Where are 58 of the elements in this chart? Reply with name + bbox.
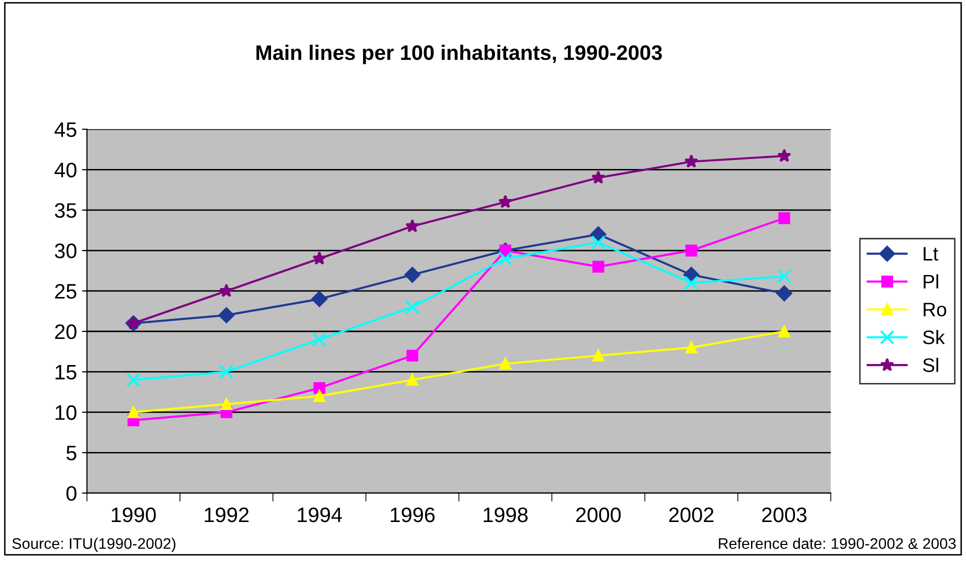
y-tick-label: 5 bbox=[66, 446, 76, 460]
point bbox=[685, 342, 698, 354]
point bbox=[498, 251, 513, 266]
y-tick-label: 10 bbox=[56, 405, 76, 420]
point bbox=[684, 276, 699, 290]
y-tick-label: 30 bbox=[54, 244, 76, 258]
x-tick-label: 1996 bbox=[390, 508, 435, 522]
point bbox=[592, 260, 604, 273]
y-tick-label: 35 bbox=[54, 203, 76, 218]
point bbox=[406, 374, 418, 386]
x-tick-label: 2000 bbox=[576, 508, 621, 522]
point bbox=[405, 300, 420, 314]
point bbox=[776, 285, 792, 302]
point bbox=[405, 218, 420, 232]
legend-label: Ro bbox=[924, 302, 946, 316]
point bbox=[591, 170, 606, 184]
point bbox=[592, 350, 604, 362]
y-tick-label: 0 bbox=[66, 486, 76, 501]
point bbox=[313, 390, 326, 402]
x-tick-label: 2003 bbox=[762, 508, 807, 522]
x-tick-label: 2002 bbox=[669, 508, 714, 522]
point bbox=[220, 398, 232, 410]
y-tick-label: 45 bbox=[54, 122, 76, 138]
point bbox=[499, 358, 512, 370]
point bbox=[311, 291, 328, 307]
point bbox=[776, 269, 792, 284]
chart-title: Main lines per 100 inhabitants, 1990-2003 bbox=[256, 44, 662, 64]
point bbox=[404, 266, 420, 283]
point bbox=[778, 325, 790, 338]
legend-label: Sl bbox=[923, 358, 938, 372]
point bbox=[498, 194, 512, 208]
point bbox=[126, 372, 141, 388]
legend-label: Lt bbox=[924, 247, 938, 261]
y-tick-label: 15 bbox=[56, 365, 76, 380]
x-tick-label: 1990 bbox=[112, 508, 156, 522]
point bbox=[778, 212, 790, 224]
point bbox=[312, 251, 326, 265]
text: Reference date: 1990-2002 & 2003 bbox=[718, 538, 956, 549]
point bbox=[128, 406, 140, 418]
point bbox=[591, 235, 606, 250]
point bbox=[685, 244, 698, 256]
x-tick-label: 1992 bbox=[204, 508, 249, 522]
y-tick-label: 40 bbox=[54, 162, 76, 178]
source-note: Source: ITU(1990-2002) bbox=[12, 538, 176, 552]
point bbox=[219, 364, 234, 380]
legend-label: Pl bbox=[924, 274, 938, 288]
point bbox=[312, 332, 327, 347]
legend-label: Sk bbox=[923, 330, 945, 344]
x-tick-label: 1994 bbox=[298, 508, 342, 522]
y-tick-label: 20 bbox=[55, 324, 76, 340]
y-tick-label: 25 bbox=[55, 284, 76, 299]
point bbox=[219, 284, 234, 298]
point bbox=[406, 350, 418, 362]
point bbox=[218, 307, 234, 324]
point bbox=[684, 154, 698, 168]
point bbox=[313, 382, 326, 394]
x-tick-label: 1998 bbox=[484, 508, 528, 522]
point bbox=[777, 148, 792, 162]
